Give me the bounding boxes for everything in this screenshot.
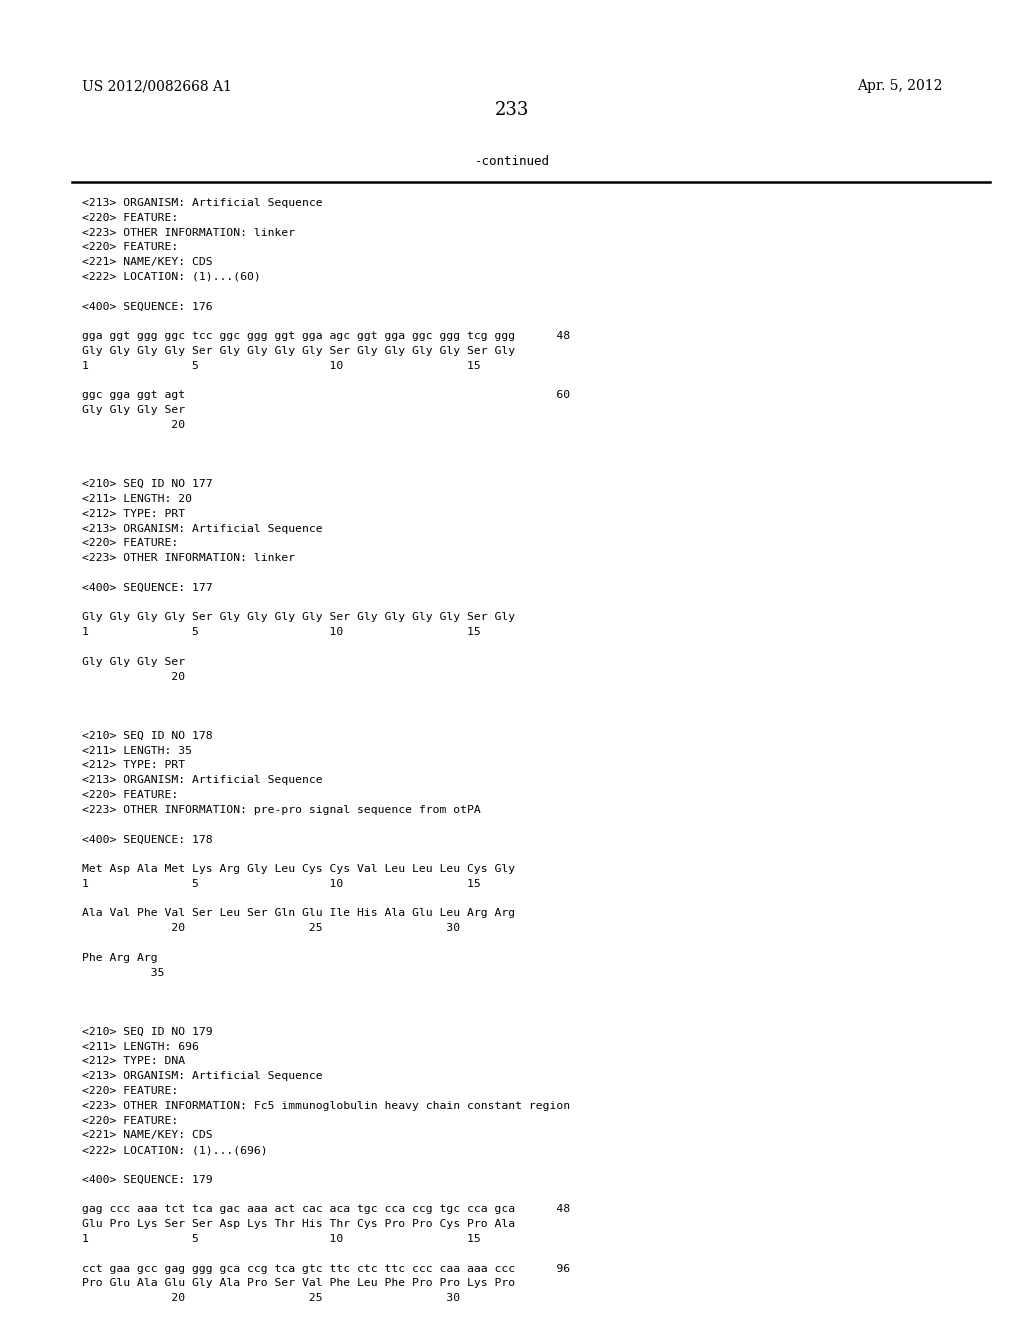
Text: <223> OTHER INFORMATION: linker: <223> OTHER INFORMATION: linker	[82, 227, 295, 238]
Text: <211> LENGTH: 20: <211> LENGTH: 20	[82, 494, 193, 504]
Text: <211> LENGTH: 35: <211> LENGTH: 35	[82, 746, 193, 755]
Text: <210> SEQ ID NO 179: <210> SEQ ID NO 179	[82, 1027, 213, 1036]
Text: -continued: -continued	[474, 154, 550, 168]
Text: <221> NAME/KEY: CDS: <221> NAME/KEY: CDS	[82, 1130, 213, 1140]
Text: <220> FEATURE:: <220> FEATURE:	[82, 243, 178, 252]
Text: <210> SEQ ID NO 178: <210> SEQ ID NO 178	[82, 731, 213, 741]
Text: <400> SEQUENCE: 178: <400> SEQUENCE: 178	[82, 834, 213, 845]
Text: <213> ORGANISM: Artificial Sequence: <213> ORGANISM: Artificial Sequence	[82, 524, 323, 533]
Text: Pro Glu Ala Glu Gly Ala Pro Ser Val Phe Leu Phe Pro Pro Lys Pro: Pro Glu Ala Glu Gly Ala Pro Ser Val Phe …	[82, 1278, 515, 1288]
Text: <400> SEQUENCE: 177: <400> SEQUENCE: 177	[82, 583, 213, 593]
Text: 1               5                   10                  15: 1 5 10 15	[82, 879, 480, 888]
Text: <223> OTHER INFORMATION: Fc5 immunoglobulin heavy chain constant region: <223> OTHER INFORMATION: Fc5 immunoglobu…	[82, 1101, 570, 1111]
Text: Gly Gly Gly Gly Ser Gly Gly Gly Gly Ser Gly Gly Gly Gly Ser Gly: Gly Gly Gly Gly Ser Gly Gly Gly Gly Ser …	[82, 346, 515, 356]
Text: <210> SEQ ID NO 177: <210> SEQ ID NO 177	[82, 479, 213, 490]
Text: <213> ORGANISM: Artificial Sequence: <213> ORGANISM: Artificial Sequence	[82, 1072, 323, 1081]
Text: <220> FEATURE:: <220> FEATURE:	[82, 539, 178, 548]
Text: 20                  25                  30: 20 25 30	[82, 1294, 460, 1303]
Text: Gly Gly Gly Gly Ser Gly Gly Gly Gly Ser Gly Gly Gly Gly Ser Gly: Gly Gly Gly Gly Ser Gly Gly Gly Gly Ser …	[82, 612, 515, 623]
Text: <212> TYPE: PRT: <212> TYPE: PRT	[82, 508, 185, 519]
Text: US 2012/0082668 A1: US 2012/0082668 A1	[82, 79, 231, 92]
Text: <220> FEATURE:: <220> FEATURE:	[82, 1115, 178, 1126]
Text: <400> SEQUENCE: 179: <400> SEQUENCE: 179	[82, 1175, 213, 1185]
Text: <222> LOCATION: (1)...(60): <222> LOCATION: (1)...(60)	[82, 272, 261, 282]
Text: Glu Pro Lys Ser Ser Asp Lys Thr His Thr Cys Pro Pro Cys Pro Ala: Glu Pro Lys Ser Ser Asp Lys Thr His Thr …	[82, 1220, 515, 1229]
Text: <223> OTHER INFORMATION: pre-pro signal sequence from otPA: <223> OTHER INFORMATION: pre-pro signal …	[82, 805, 480, 814]
Text: 20: 20	[82, 420, 185, 430]
Text: 1               5                   10                  15: 1 5 10 15	[82, 360, 480, 371]
Text: Gly Gly Gly Ser: Gly Gly Gly Ser	[82, 657, 185, 667]
Text: Gly Gly Gly Ser: Gly Gly Gly Ser	[82, 405, 185, 416]
Text: 20: 20	[82, 672, 185, 681]
Text: Met Asp Ala Met Lys Arg Gly Leu Cys Cys Val Leu Leu Leu Cys Gly: Met Asp Ala Met Lys Arg Gly Leu Cys Cys …	[82, 865, 515, 874]
Text: Phe Arg Arg: Phe Arg Arg	[82, 953, 158, 962]
Text: <212> TYPE: DNA: <212> TYPE: DNA	[82, 1056, 185, 1067]
Text: <212> TYPE: PRT: <212> TYPE: PRT	[82, 760, 185, 771]
Text: Ala Val Phe Val Ser Leu Ser Gln Glu Ile His Ala Glu Leu Arg Arg: Ala Val Phe Val Ser Leu Ser Gln Glu Ile …	[82, 908, 515, 919]
Text: <221> NAME/KEY: CDS: <221> NAME/KEY: CDS	[82, 257, 213, 267]
Text: 35: 35	[82, 968, 165, 978]
Text: <220> FEATURE:: <220> FEATURE:	[82, 1086, 178, 1096]
Text: <220> FEATURE:: <220> FEATURE:	[82, 789, 178, 800]
Text: <211> LENGTH: 696: <211> LENGTH: 696	[82, 1041, 199, 1052]
Text: 233: 233	[495, 102, 529, 119]
Text: <213> ORGANISM: Artificial Sequence: <213> ORGANISM: Artificial Sequence	[82, 775, 323, 785]
Text: gag ccc aaa tct tca gac aaa act cac aca tgc cca ccg tgc cca gca      48: gag ccc aaa tct tca gac aaa act cac aca …	[82, 1204, 570, 1214]
Text: <213> ORGANISM: Artificial Sequence: <213> ORGANISM: Artificial Sequence	[82, 198, 323, 209]
Text: gga ggt ggg ggc tcc ggc ggg ggt gga agc ggt gga ggc ggg tcg ggg      48: gga ggt ggg ggc tcc ggc ggg ggt gga agc …	[82, 331, 570, 341]
Text: <222> LOCATION: (1)...(696): <222> LOCATION: (1)...(696)	[82, 1146, 267, 1155]
Text: <220> FEATURE:: <220> FEATURE:	[82, 213, 178, 223]
Text: Apr. 5, 2012: Apr. 5, 2012	[857, 79, 942, 92]
Text: <223> OTHER INFORMATION: linker: <223> OTHER INFORMATION: linker	[82, 553, 295, 564]
Text: cct gaa gcc gag ggg gca ccg tca gtc ttc ctc ttc ccc caa aaa ccc      96: cct gaa gcc gag ggg gca ccg tca gtc ttc …	[82, 1263, 570, 1274]
Text: 20                  25                  30: 20 25 30	[82, 923, 460, 933]
Text: 1               5                   10                  15: 1 5 10 15	[82, 1234, 480, 1243]
Text: <400> SEQUENCE: 176: <400> SEQUENCE: 176	[82, 301, 213, 312]
Text: 1               5                   10                  15: 1 5 10 15	[82, 627, 480, 638]
Text: ggc gga ggt agt                                                      60: ggc gga ggt agt 60	[82, 391, 570, 400]
